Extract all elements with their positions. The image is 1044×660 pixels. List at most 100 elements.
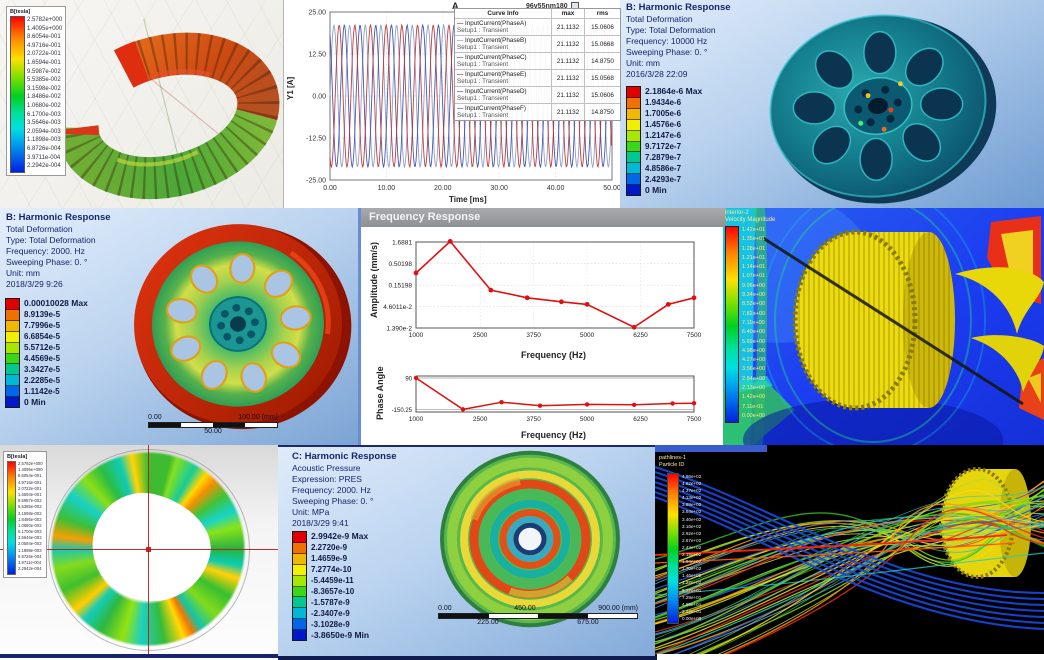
colorbar-band bbox=[6, 353, 19, 365]
legend-value: -5.4459e-11 bbox=[311, 576, 354, 585]
legend-value: 3.9711e-004 bbox=[27, 154, 61, 161]
contour-legend: 1.42e+01 1.35e+01 1.28e+01 1.21e+01 1.14e+01… bbox=[725, 226, 765, 423]
y-tick-label: -150.25 bbox=[392, 408, 413, 414]
scale-center: 450.00 bbox=[514, 605, 536, 612]
curve-info-row: — InputCurrent(PhaseA) Setup1 : Transient… bbox=[455, 18, 620, 35]
scale-bar bbox=[148, 422, 278, 428]
legend-value: 2.13e+00 bbox=[742, 385, 766, 392]
hub-bolt bbox=[250, 318, 259, 327]
data-point bbox=[665, 301, 671, 307]
legend-value: 1.94e+02 bbox=[682, 559, 702, 565]
legend-value: 8.53e+00 bbox=[742, 301, 766, 308]
data-point bbox=[584, 301, 590, 307]
legend-value: 6.40e+00 bbox=[742, 329, 766, 336]
legend-value: 7.2774e-10 bbox=[311, 565, 352, 574]
legend-value: 3.16e+02 bbox=[682, 523, 702, 529]
colorbar-band bbox=[627, 119, 640, 131]
scale-ruler: 0.00 450.00 900.00 (mm) 225.00 675.00 bbox=[438, 605, 638, 628]
colorbar-legend: B[tesla] 2.5782e+000 1.4095e+000 8.6054e-0… bbox=[3, 451, 47, 578]
legend-value: 1.2147e-6 bbox=[645, 131, 682, 140]
legend-value: 6.6854e-5 bbox=[24, 332, 61, 341]
curve-info-row: — InputCurrent(PhaseB) Setup1 : Transient… bbox=[455, 35, 620, 52]
legend-value: 3.64e+02 bbox=[682, 509, 702, 515]
y-tick-label: 0.50198 bbox=[389, 261, 413, 268]
colorbar-band bbox=[293, 553, 306, 565]
phase-series bbox=[415, 377, 695, 411]
window-label-text: 96v55nm180 bbox=[526, 2, 568, 10]
hub-bolt bbox=[893, 98, 902, 107]
flywheel-render bbox=[769, 14, 997, 204]
legend-value: -2.3407e-9 bbox=[311, 609, 350, 618]
data-point bbox=[524, 295, 530, 301]
legend-value: 6.8726e-004 bbox=[27, 145, 61, 152]
panel-current-plot: A 96v55nm180 Y1 [A] Time [ms] 25.00 12.50… bbox=[283, 0, 621, 208]
streamline-blue bbox=[655, 471, 1044, 601]
colorbar-band bbox=[293, 630, 306, 641]
flywheel-hole bbox=[812, 125, 852, 165]
legend-value: 2.0594e-003 bbox=[27, 128, 61, 135]
flywheel-hole bbox=[863, 30, 897, 75]
contour-speckle bbox=[858, 120, 864, 126]
data-point bbox=[537, 403, 543, 408]
x-tick-label: 2500 bbox=[473, 332, 488, 339]
x-tick-label: 1000 bbox=[409, 332, 424, 339]
legend-value: 3.1598e-002 bbox=[27, 85, 61, 92]
colorbar-band bbox=[293, 608, 306, 620]
hub-bolt bbox=[220, 309, 229, 318]
colorbar-band bbox=[627, 108, 640, 120]
colorbar-band bbox=[627, 163, 640, 175]
legend-value: 8.9139e-5 bbox=[24, 310, 61, 319]
legend-value: 4.37e+02 bbox=[682, 488, 702, 494]
y-axis-label: Y1 [A] bbox=[286, 76, 295, 100]
disc-hole bbox=[240, 362, 268, 393]
curve-info-row: — InputCurrent(PhaseC) Setup1 : Transient… bbox=[455, 52, 620, 69]
x-tick-label: 7500 bbox=[687, 332, 702, 339]
hub-bore bbox=[230, 316, 246, 332]
legend-value: 1.6594e-001 bbox=[18, 491, 42, 497]
x-tick-label: 10.00 bbox=[378, 185, 396, 192]
result-line: Total Deformation bbox=[626, 14, 693, 24]
flywheel-hole bbox=[859, 137, 893, 182]
scale-q3: 675.00 bbox=[577, 619, 599, 626]
x-tick-label: 50.00 bbox=[603, 185, 621, 192]
legend-mid-values: 8.9139e-5 7.7996e-5 6.6854e-5 5.5712e-5 4.45… bbox=[24, 309, 88, 397]
result-line: Unit: MPa bbox=[292, 507, 330, 517]
hub-bore bbox=[868, 97, 888, 115]
contour-legend: 0.00010028 Max 8.9139e-5 7.7996e-5 6.6854e… bbox=[5, 298, 88, 408]
colorbar-band bbox=[6, 320, 19, 332]
result-line: Sweeping Phase: 0. ° bbox=[626, 47, 708, 57]
legend-value: 1.8486e-002 bbox=[18, 516, 42, 522]
contour-legend: 2.1864e-6 Max 1.9434e-6 1.7005e-6 1.4576e-… bbox=[626, 86, 702, 196]
colorbar bbox=[292, 531, 307, 641]
streamline bbox=[655, 495, 1044, 645]
data-point bbox=[488, 287, 494, 293]
legend-min: 0 Min bbox=[645, 185, 667, 195]
result-header: B: Harmonic Response bbox=[6, 212, 111, 223]
streamline-cyan bbox=[655, 552, 1044, 596]
series-color-swatch: — bbox=[457, 71, 466, 78]
legend-value: 9.7172e-7 bbox=[645, 142, 682, 151]
result-line: Sweeping Phase: 0. ° bbox=[6, 257, 88, 267]
hub-bolt bbox=[232, 303, 241, 312]
legend-value: 7.2879e-7 bbox=[645, 153, 682, 162]
streamline-red bbox=[655, 534, 1008, 556]
legend-value: 2.43e+01 bbox=[682, 608, 702, 614]
legend-value: 1.9434e-6 bbox=[645, 98, 682, 107]
plot-title: A bbox=[452, 1, 459, 11]
colorbar-band bbox=[627, 185, 640, 196]
window-title-bar: Frequency Response bbox=[361, 208, 726, 227]
streamline bbox=[689, 479, 1044, 654]
y-tick-label: -25.00 bbox=[306, 178, 326, 185]
colorbar-band bbox=[6, 397, 19, 408]
result-line: Acoustic Pressure bbox=[292, 463, 361, 473]
streamline bbox=[722, 503, 1044, 654]
colorbar-band bbox=[293, 619, 306, 631]
colorbar-band bbox=[293, 542, 306, 554]
legend-value: 4.9716e-001 bbox=[18, 479, 42, 485]
contour-speckle bbox=[897, 81, 903, 87]
y-tick-label: 4.6011e-2 bbox=[383, 304, 412, 311]
contour-title: interior-2 Velocity Magnitude bbox=[725, 210, 775, 224]
streamline-blue bbox=[655, 481, 1044, 613]
window-strip bbox=[655, 445, 767, 452]
legend-value: 0.00e+00 bbox=[682, 615, 702, 621]
